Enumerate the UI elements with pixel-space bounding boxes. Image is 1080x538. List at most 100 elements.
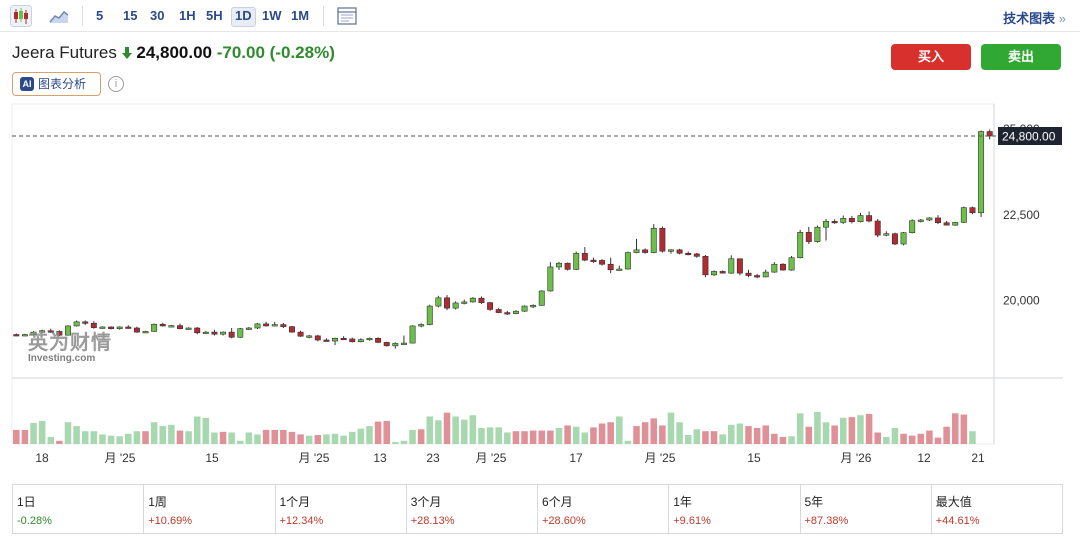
timeframe-30[interactable]: 30 bbox=[150, 8, 165, 23]
date-tick-label: 15 bbox=[747, 451, 761, 465]
volume-bar bbox=[926, 430, 933, 444]
period-cell[interactable]: 5年 +87.38% bbox=[799, 485, 931, 533]
volume-bar bbox=[237, 440, 244, 444]
date-tick-label: 21 bbox=[971, 451, 985, 465]
area-chart-icon[interactable] bbox=[48, 5, 70, 27]
candle-body bbox=[728, 258, 735, 274]
buy-button[interactable]: 买入 bbox=[891, 44, 971, 70]
candle-body bbox=[823, 221, 829, 228]
candle-body bbox=[650, 227, 657, 253]
period-cell[interactable]: 1日 -0.28% bbox=[13, 485, 143, 533]
candle-body bbox=[435, 297, 442, 307]
volume-bars bbox=[13, 412, 976, 444]
candle-body bbox=[495, 309, 502, 313]
period-change: +9.61% bbox=[673, 515, 711, 527]
volume-bar bbox=[779, 436, 787, 444]
volume-bar bbox=[81, 431, 89, 444]
volume-bar bbox=[107, 435, 115, 444]
timeframe-1m[interactable]: 1M bbox=[291, 8, 310, 23]
candle-body bbox=[900, 232, 907, 245]
volume-bar bbox=[125, 433, 132, 444]
candle-body bbox=[556, 262, 562, 268]
volume-bar bbox=[633, 426, 640, 444]
volume-bar bbox=[133, 431, 141, 444]
volume-bar bbox=[305, 435, 313, 444]
volume-bar bbox=[417, 429, 425, 444]
candle-body bbox=[357, 339, 364, 343]
layout-icon[interactable] bbox=[336, 5, 358, 27]
candle-body bbox=[39, 330, 46, 333]
volume-bar bbox=[693, 429, 701, 444]
timeframe-1h[interactable]: 1H bbox=[179, 8, 196, 23]
candle-body bbox=[926, 217, 933, 221]
volume-bar bbox=[581, 432, 589, 444]
candle-body bbox=[978, 131, 985, 214]
candle-body bbox=[917, 219, 924, 222]
candle-body bbox=[762, 271, 769, 278]
candle-body bbox=[194, 327, 201, 334]
candle-body bbox=[263, 323, 270, 327]
candle-body bbox=[461, 301, 468, 304]
candle-body bbox=[624, 252, 631, 270]
ai-chart-analysis-button[interactable]: AI 图表分析 bbox=[12, 72, 101, 96]
period-cell[interactable]: 1周 +10.69% bbox=[143, 485, 274, 533]
period-change: +28.60% bbox=[542, 515, 586, 527]
candle-body bbox=[711, 271, 718, 276]
candle-body bbox=[848, 217, 855, 223]
price-change-percent: (-0.28%) bbox=[269, 43, 335, 62]
volume-bar bbox=[469, 415, 477, 444]
candle-body bbox=[82, 321, 89, 324]
volume-bar bbox=[900, 433, 907, 444]
candle-body bbox=[56, 331, 63, 336]
period-cell[interactable]: 6个月 +28.60% bbox=[537, 485, 668, 533]
period-label: 1个月 bbox=[279, 495, 311, 509]
candle-body bbox=[504, 312, 511, 315]
candle-body bbox=[866, 215, 873, 222]
candle-body bbox=[797, 232, 804, 259]
volume-bar bbox=[348, 431, 356, 444]
candlestick-type-icon[interactable] bbox=[10, 5, 32, 27]
candle-body bbox=[306, 335, 313, 338]
volume-bar bbox=[400, 440, 408, 444]
candles bbox=[13, 129, 993, 349]
period-performance-bar: 1日 -0.28% 1周 +10.69% 1个月 +12.34% 3个月 +28.13% 6个月… bbox=[12, 484, 1063, 534]
period-cell[interactable]: 最大值 +44.61% bbox=[930, 485, 1062, 533]
info-icon[interactable]: i bbox=[108, 76, 124, 92]
sell-button[interactable]: 卖出 bbox=[981, 44, 1061, 70]
candle-body bbox=[383, 342, 390, 347]
period-label: 最大值 bbox=[935, 495, 972, 509]
volume-bar bbox=[478, 428, 485, 444]
candle-body bbox=[220, 331, 227, 335]
date-tick-label: 月 '25 bbox=[645, 451, 676, 465]
date-tick-label: 月 '25 bbox=[476, 451, 507, 465]
candle-body bbox=[21, 334, 28, 337]
volume-bar bbox=[366, 426, 373, 444]
candle-body bbox=[745, 272, 752, 276]
volume-bar bbox=[659, 425, 666, 444]
candle-body bbox=[676, 249, 683, 254]
timeframe-15[interactable]: 15 bbox=[123, 8, 138, 23]
timeframe-1w[interactable]: 1W bbox=[262, 8, 282, 23]
timeframe-5h[interactable]: 5H bbox=[206, 8, 223, 23]
volume-bar bbox=[159, 426, 167, 444]
period-cell[interactable]: 1年 +9.61% bbox=[668, 485, 799, 533]
timeframe-1d[interactable]: 1D bbox=[231, 7, 256, 27]
period-cell[interactable]: 1个月 +12.34% bbox=[274, 485, 406, 533]
candle-body bbox=[840, 217, 847, 223]
chart-toolbar: 5 15 30 1H 5H 1D 1W 1M 技术图表 » bbox=[0, 0, 1080, 32]
candle-body bbox=[349, 338, 356, 343]
volume-bar bbox=[762, 425, 769, 444]
volume-bar bbox=[435, 420, 442, 444]
period-cell[interactable]: 3个月 +28.13% bbox=[405, 485, 537, 533]
candle-body bbox=[814, 226, 821, 242]
candle-body bbox=[530, 305, 537, 308]
technical-chart-label: 技术图表 bbox=[1003, 11, 1056, 26]
timeframe-5[interactable]: 5 bbox=[96, 8, 104, 23]
volume-bar bbox=[598, 423, 606, 444]
date-tick-label: 月 '25 bbox=[299, 451, 330, 465]
candle-body bbox=[719, 271, 726, 274]
technical-chart-link[interactable]: 技术图表 » bbox=[1003, 8, 1066, 27]
candle-body bbox=[237, 328, 244, 338]
ai-icon: AI bbox=[20, 76, 34, 91]
